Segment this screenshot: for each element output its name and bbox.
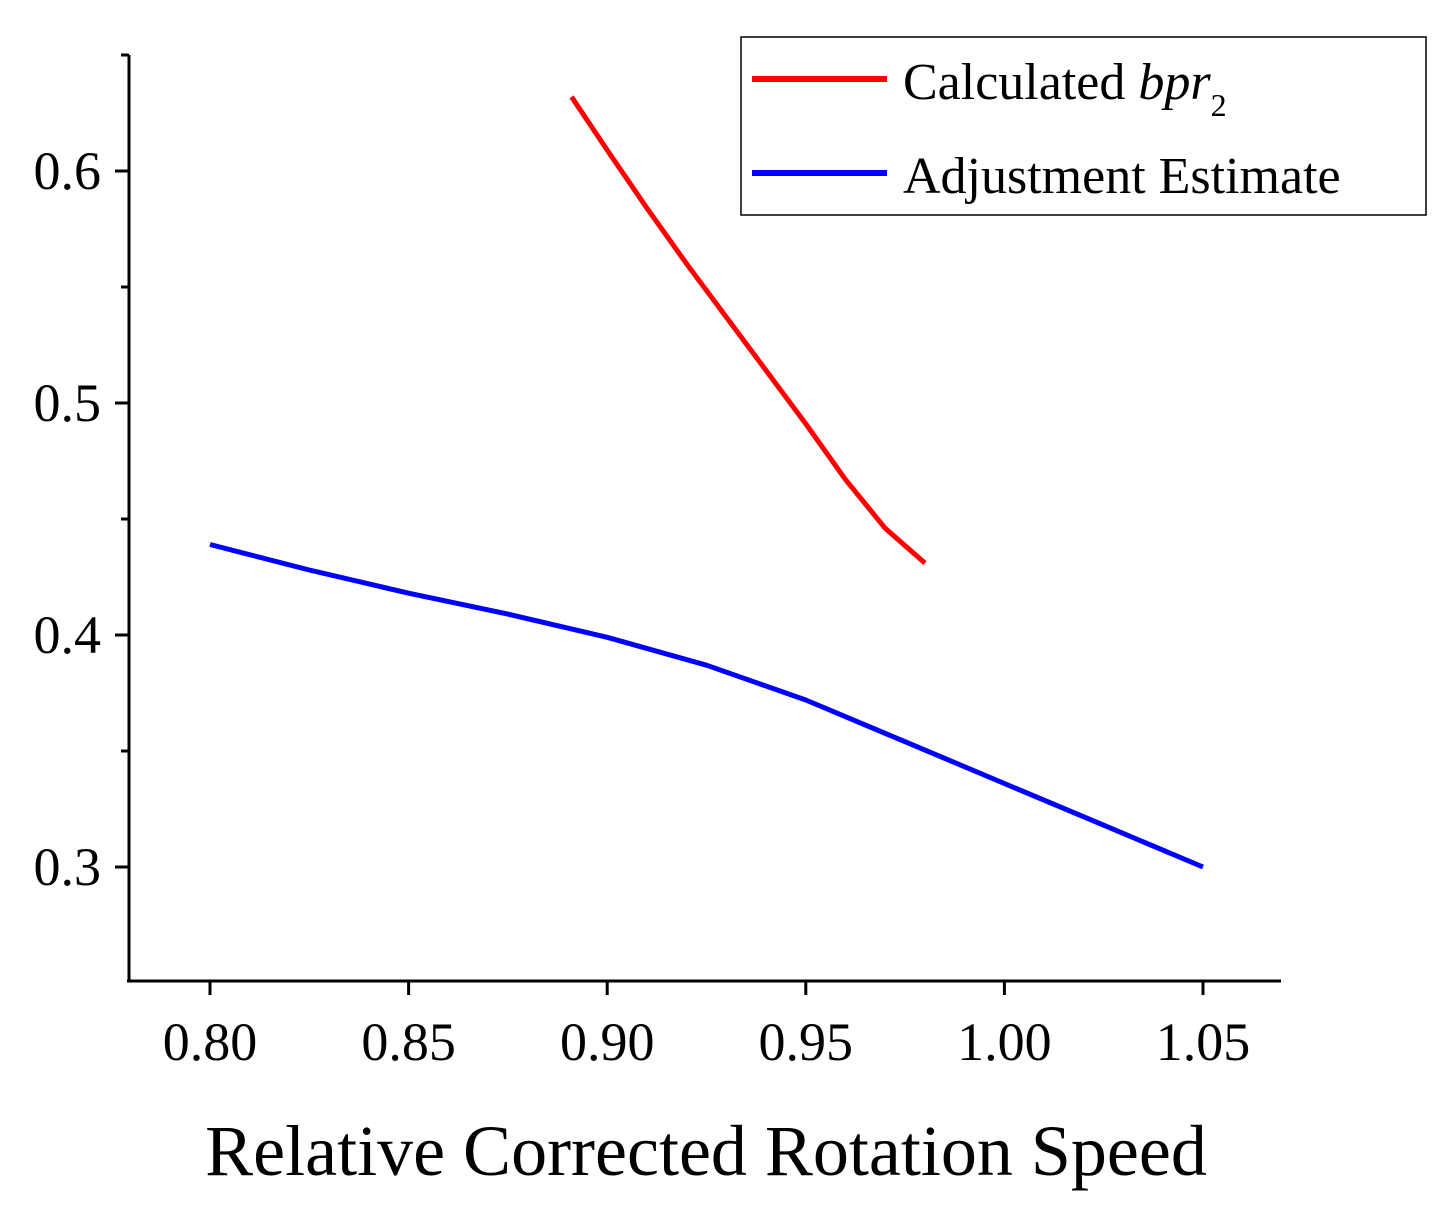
x-tick-label: 0.80 (163, 1012, 258, 1072)
legend-box (740, 36, 1427, 216)
legend-label-calculated: Calculated bpr2 (903, 54, 1227, 123)
x-tick-label: 1.00 (957, 1012, 1052, 1072)
x-tick-label: 0.95 (759, 1012, 854, 1072)
x-axis-title: Relative Corrected Rotation Speed (205, 1111, 1207, 1191)
y-tick-label: 0.4 (34, 605, 102, 665)
plot-lines (209, 95, 1204, 870)
series-line-adjustment-estimate (209, 542, 1204, 870)
legend-label-adjustment: Adjustment Estimate (903, 148, 1341, 205)
legend-label-calculated-subscript: 2 (1211, 87, 1227, 123)
x-ticks: 0.80 0.85 0.90 0.95 1.00 1.05 (163, 981, 1251, 1072)
x-tick-label: 1.05 (1156, 1012, 1251, 1072)
y-tick-label: 0.6 (34, 141, 102, 201)
series-line-calculated-bpr2 (569, 95, 927, 565)
y-tick-label: 0.3 (34, 837, 102, 897)
x-tick-label: 0.90 (560, 1012, 655, 1072)
legend-label-calculated-italic: bpr (1138, 54, 1211, 111)
y-ticks: 0.3 0.4 0.5 0.6 (34, 53, 129, 897)
legend-label-calculated-main: Calculated (903, 54, 1138, 111)
x-tick-label: 0.85 (361, 1012, 456, 1072)
axes: 0.80 0.85 0.90 0.95 1.00 1.05 0.3 0.4 0.5 0.6 (34, 53, 1281, 1072)
y-tick-label: 0.5 (34, 373, 102, 433)
legend: Calculated bpr2 Adjustment Estimate (740, 36, 1427, 216)
